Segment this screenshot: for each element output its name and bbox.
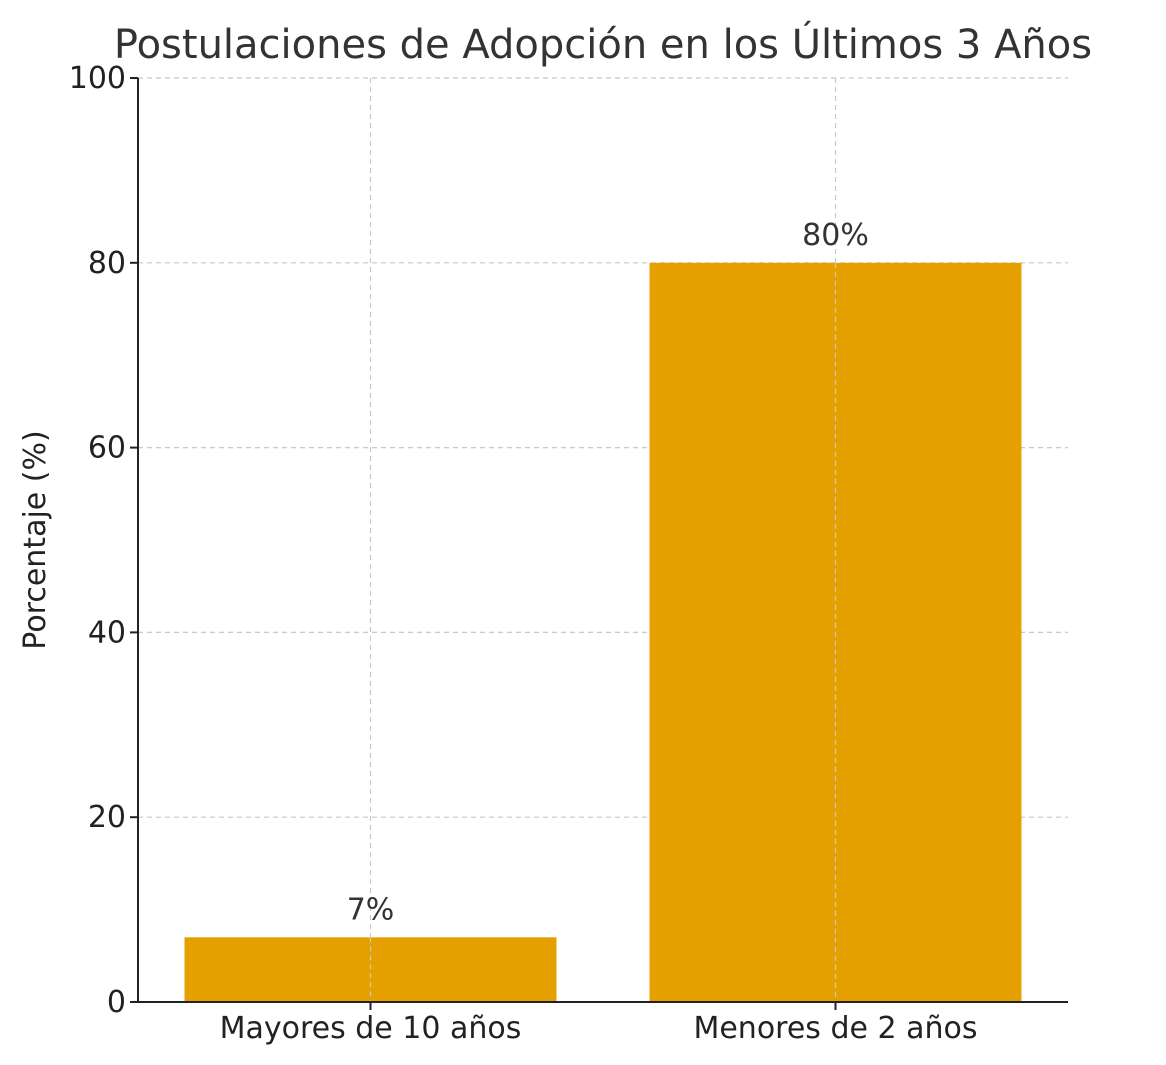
x-tick-label: Mayores de 10 años xyxy=(220,1011,522,1046)
y-tick-label: 60 xyxy=(88,431,126,466)
axes xyxy=(130,77,1068,1010)
y-axis-label: Porcentaje (%) xyxy=(18,430,53,649)
y-tick-label: 40 xyxy=(88,615,126,650)
y-tick-label: 100 xyxy=(69,61,126,96)
x-tick-label: Menores de 2 años xyxy=(693,1011,977,1046)
chart-title: Postulaciones de Adopción en los Últimos… xyxy=(114,20,1092,68)
data-label: 7% xyxy=(347,892,395,927)
bars xyxy=(184,262,1022,1002)
y-tick-label: 20 xyxy=(88,800,126,835)
y-tick-label: 0 xyxy=(107,985,126,1020)
labels: 0 20 40 60 80 100 Mayores de 10 años Menores de… xyxy=(69,61,978,1046)
data-label: 80% xyxy=(802,218,869,253)
y-tick-label: 80 xyxy=(88,246,126,281)
